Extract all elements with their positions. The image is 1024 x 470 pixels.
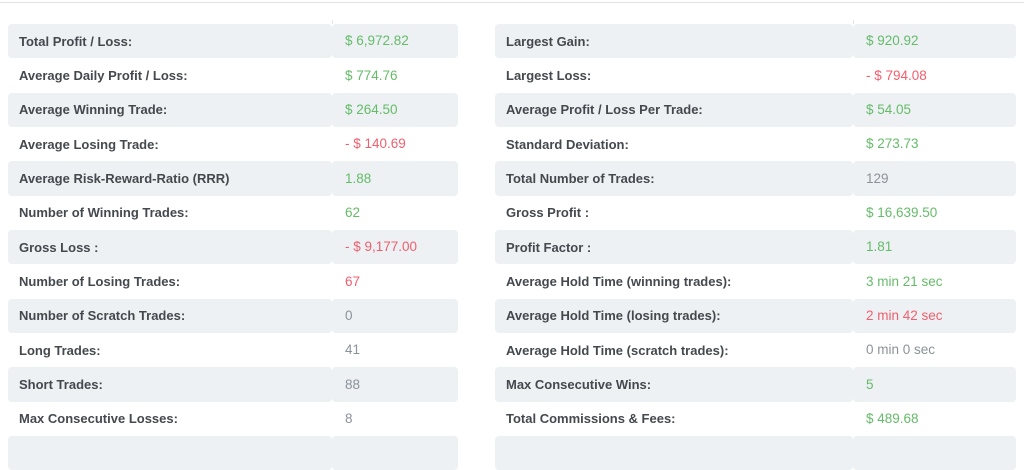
table-row: Gross Loss : - $ 9,177.00 xyxy=(8,229,458,265)
table-row: Total Number of Trades: 129 xyxy=(495,161,1016,196)
stat-value: 62 xyxy=(345,205,361,221)
table-row: Number of Losing Trades: 67 xyxy=(8,264,458,298)
table-row: Average Daily Profit / Loss: $ 774.76 xyxy=(8,58,458,92)
stat-value: $ 6,972.82 xyxy=(332,24,458,59)
stat-label: Average Losing Trade: xyxy=(19,136,159,152)
table-row: Short Trades: 88 xyxy=(8,367,458,402)
table-row: Profit Factor : 1.81 xyxy=(495,229,1016,265)
column-divider-tick xyxy=(332,20,333,24)
stat-label: Long Trades: xyxy=(19,342,101,358)
stat-value: 1.81 xyxy=(853,229,1016,265)
stat-value: 1.88 xyxy=(332,161,458,196)
table-row: Largest Gain: $ 920.92 xyxy=(495,24,1016,59)
stat-label: Average Profit / Loss Per Trade: xyxy=(495,92,853,127)
table-row: Average Hold Time (winning trades): 3 mi… xyxy=(495,264,1016,298)
stat-label: Number of Losing Trades: xyxy=(19,273,181,289)
table-row xyxy=(495,435,1016,470)
table-row: Average Risk-Reward-Ratio (RRR) 1.88 xyxy=(8,161,458,196)
table-row: Standard Deviation: $ 273.73 xyxy=(495,127,1016,161)
table-row: Average Losing Trade: - $ 140.69 xyxy=(8,127,458,161)
stat-value: - $ 9,177.00 xyxy=(332,229,458,265)
table-row: Gross Profit : $ 16,639.50 xyxy=(495,196,1016,230)
table-row: Average Hold Time (scratch trades): 0 mi… xyxy=(495,333,1016,367)
stat-label: Max Consecutive Losses: xyxy=(19,411,178,427)
stat-value: 88 xyxy=(332,367,458,402)
table-row xyxy=(8,435,458,470)
stat-value: $ 264.50 xyxy=(332,92,458,127)
stat-value: $ 489.68 xyxy=(866,411,919,427)
stat-label: Average Daily Profit / Loss: xyxy=(19,67,188,83)
stat-label: Largest Gain: xyxy=(495,24,853,59)
table-row: Long Trades: 41 xyxy=(8,333,458,367)
column-divider-tick xyxy=(853,20,854,24)
stat-label: Short Trades: xyxy=(8,367,332,402)
stat-label: Number of Scratch Trades: xyxy=(8,298,332,333)
stat-value: 3 min 21 sec xyxy=(866,273,943,289)
stat-value: 67 xyxy=(345,273,361,289)
stat-label xyxy=(495,435,853,470)
table-row: Max Consecutive Wins: 5 xyxy=(495,367,1016,402)
stat-label: Largest Loss: xyxy=(506,67,592,83)
stat-value xyxy=(332,435,458,470)
stat-label: Gross Profit : xyxy=(506,205,590,221)
stat-value xyxy=(853,435,1016,470)
stat-label: Average Hold Time (scratch trades): xyxy=(506,342,729,358)
stat-label: Total Profit / Loss: xyxy=(8,24,332,59)
table-row: Max Consecutive Losses: 8 xyxy=(8,402,458,436)
stat-value: $ 920.92 xyxy=(853,24,1016,59)
stat-value: 2 min 42 sec xyxy=(853,298,1016,333)
table-row: Average Winning Trade: $ 264.50 xyxy=(8,92,458,127)
stat-label: Average Risk-Reward-Ratio (RRR) xyxy=(8,161,332,196)
stat-label: Gross Loss : xyxy=(8,229,332,265)
stat-label: Average Hold Time (winning trades): xyxy=(506,273,732,289)
stat-value: 0 min 0 sec xyxy=(866,342,936,358)
statistics-tables: Total Profit / Loss: $ 6,972.82 Average … xyxy=(8,20,1016,470)
top-divider-rule xyxy=(0,2,1024,3)
stat-label: Standard Deviation: xyxy=(506,136,629,152)
table-row: Average Hold Time (losing trades): 2 min… xyxy=(495,298,1016,333)
table-row: Total Profit / Loss: $ 6,972.82 xyxy=(8,24,458,59)
stat-label: Profit Factor : xyxy=(495,229,853,265)
table-row: Number of Winning Trades: 62 xyxy=(8,196,458,230)
stats-table-left: Total Profit / Loss: $ 6,972.82 Average … xyxy=(8,20,458,470)
stat-value: $ 774.76 xyxy=(345,67,398,83)
stat-label: Max Consecutive Wins: xyxy=(495,367,853,402)
stat-label: Total Number of Trades: xyxy=(495,161,853,196)
stat-value: - $ 140.69 xyxy=(345,136,406,152)
table-row: Largest Loss: - $ 794.08 xyxy=(495,58,1016,92)
stat-label xyxy=(8,435,332,470)
stat-label: Total Commissions & Fees: xyxy=(506,411,676,427)
stat-value: - $ 794.08 xyxy=(866,67,927,83)
table-row: Total Commissions & Fees: $ 489.68 xyxy=(495,402,1016,436)
stat-value: $ 273.73 xyxy=(866,136,919,152)
stats-table-right: Largest Gain: $ 920.92 Largest Loss: - $… xyxy=(495,20,1016,470)
table-row: Number of Scratch Trades: 0 xyxy=(8,298,458,333)
stat-value: $ 54.05 xyxy=(853,92,1016,127)
stat-value: 129 xyxy=(853,161,1016,196)
stat-value: 41 xyxy=(345,342,361,358)
stat-label: Average Hold Time (losing trades): xyxy=(495,298,853,333)
stat-value: 0 xyxy=(332,298,458,333)
stat-value: 5 xyxy=(853,367,1016,402)
stat-value: $ 16,639.50 xyxy=(866,205,938,221)
stat-label: Number of Winning Trades: xyxy=(19,205,189,221)
stat-label: Average Winning Trade: xyxy=(8,92,332,127)
table-row: Average Profit / Loss Per Trade: $ 54.05 xyxy=(495,92,1016,127)
stat-value: 8 xyxy=(345,411,353,427)
